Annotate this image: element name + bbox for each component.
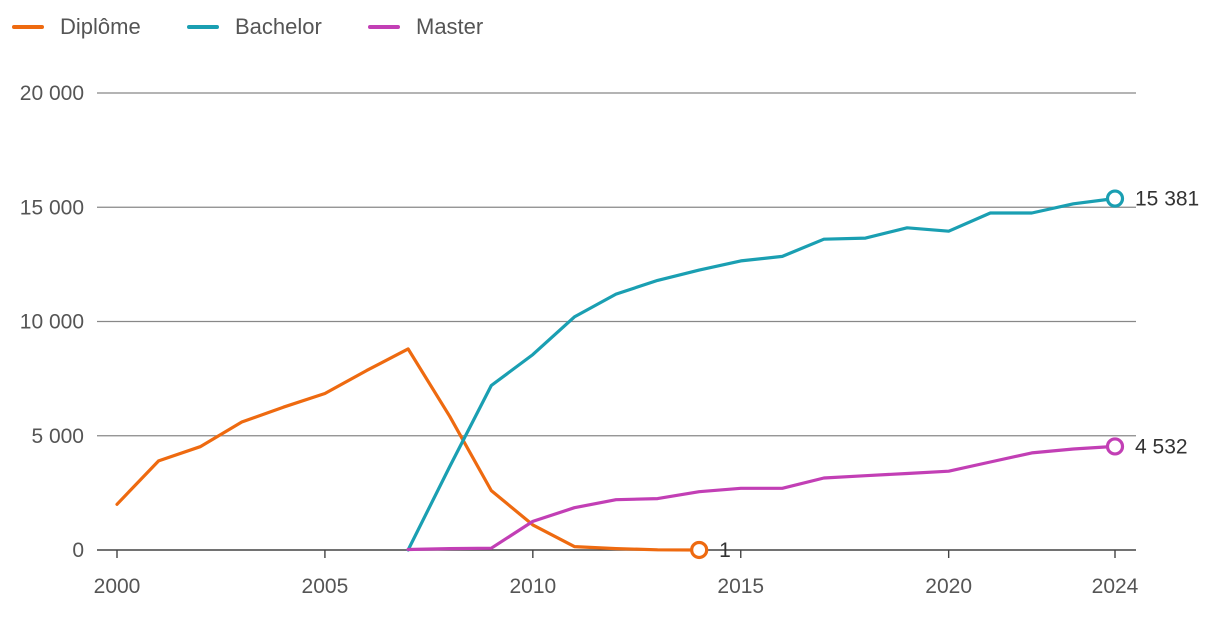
end-label-bachelor: 15 381: [1135, 188, 1199, 211]
legend-swatch-bachelor: [187, 25, 219, 29]
legend-item-diplome: Diplôme: [12, 14, 141, 40]
x-tick-label: 2015: [717, 575, 764, 598]
y-tick-label: 20 000: [20, 82, 84, 105]
end-label-master: 4 532: [1135, 435, 1188, 458]
y-tick-label: 15 000: [20, 196, 84, 219]
y-tick-label: 5 000: [31, 425, 84, 448]
legend-item-master: Master: [368, 14, 483, 40]
end-label-diplome: 1: [719, 539, 731, 562]
series-line-master: [406, 444, 1117, 552]
y-tick-label: 0: [72, 539, 84, 562]
x-tick-label: 2020: [925, 575, 972, 598]
end-marker-diplome: [690, 540, 709, 560]
y-tick-label: 10 000: [20, 311, 84, 334]
legend-swatch-diplome: [12, 25, 44, 29]
x-tick-label: 2005: [302, 575, 349, 598]
legend-label-master: Master: [416, 14, 484, 39]
x-tick-label: 2000: [94, 575, 141, 598]
end-marker-bachelor: [1105, 189, 1125, 208]
series-line-diplome: [115, 347, 701, 552]
legend-item-bachelor: Bachelor: [187, 14, 322, 40]
legend-label-diplome: Diplôme: [60, 14, 141, 39]
chart-legend: Diplôme Bachelor Master: [0, 0, 1220, 56]
x-tick-label: 2024: [1092, 575, 1139, 598]
x-tick-label: 2010: [509, 575, 556, 598]
legend-swatch-master: [368, 25, 400, 29]
legend-label-bachelor: Bachelor: [235, 14, 322, 39]
end-marker-master: [1105, 437, 1125, 456]
series-line-bachelor: [406, 196, 1117, 552]
